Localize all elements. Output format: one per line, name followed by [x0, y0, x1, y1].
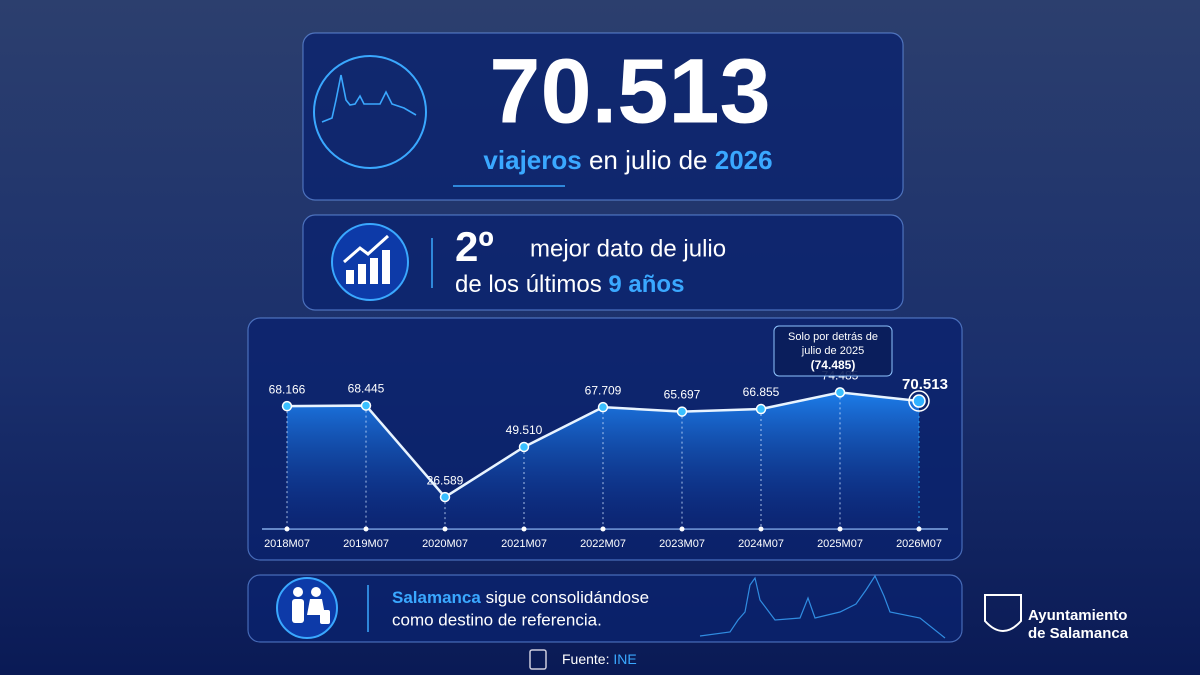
point	[676, 406, 688, 417]
headline-box	[302, 32, 904, 201]
skyline-decoration	[699, 574, 946, 639]
highlight-ring	[908, 390, 930, 412]
skyline-icon	[321, 74, 417, 123]
source-label: Fuente:	[562, 651, 609, 667]
tick-dot	[521, 526, 527, 532]
message-text: sigue consolidándose	[486, 588, 650, 607]
point	[912, 394, 926, 408]
source: Fuente: INE	[562, 651, 637, 667]
message-box	[247, 574, 963, 643]
x-tick-label: 2019M07	[343, 538, 389, 550]
point	[755, 403, 767, 415]
point	[439, 491, 451, 503]
point	[281, 400, 293, 412]
annotation-value: (74.485)	[811, 358, 856, 372]
tick-dot	[600, 526, 606, 532]
subtitle-word: viajeros	[483, 145, 581, 175]
value-label: 68.166	[269, 382, 306, 396]
value-label: 65.697	[664, 388, 701, 402]
x-tick-label: 2018M07	[264, 538, 310, 550]
message-line1: Salamanca sigue consolidándose	[392, 588, 649, 607]
point	[597, 401, 609, 413]
logo-line2: de Salamanca	[1028, 625, 1129, 642]
rank-position: 2º	[455, 223, 494, 270]
x-tick-label: 2025M07	[817, 538, 863, 550]
annotation-text: Solo por detrás de	[788, 331, 878, 343]
x-tick-label: 2020M07	[422, 538, 468, 550]
travelers-icon-circle	[276, 577, 338, 639]
value-label: 70.513	[902, 376, 948, 393]
value-label: 66.855	[743, 385, 780, 399]
tick-dot	[363, 526, 369, 532]
tick-dot	[284, 526, 290, 532]
tick-dot	[758, 526, 764, 532]
annotation-box	[773, 325, 893, 377]
coat-of-arms	[984, 594, 1022, 632]
rank-text: de los últimos	[455, 271, 602, 298]
rank-line2: de los últimos 9 años	[455, 271, 684, 298]
subtitle-text: en julio de	[589, 145, 708, 175]
point	[360, 400, 372, 411]
x-tick-label: 2024M07	[738, 538, 784, 550]
tick-dot	[442, 526, 448, 532]
value-label: 68.445	[348, 382, 385, 396]
line-chart: 68.166 2018M07 68.445 2019M07 26.589 2020M07 4…	[262, 369, 948, 550]
x-tick-label: 2026M07	[896, 538, 942, 550]
headline-subtitle: viajeros en julio de 2026	[483, 145, 772, 175]
growth-icon	[343, 234, 390, 284]
logo-line1: Ayuntamiento	[1028, 607, 1127, 624]
x-tick-label: 2022M07	[580, 538, 626, 550]
value-label: 49.510	[506, 423, 543, 437]
message-line2: como destino de referencia.	[392, 610, 602, 629]
subtitle-year: 2026	[715, 145, 773, 175]
tick-dot	[837, 526, 843, 532]
city-icon	[313, 55, 427, 169]
tick-dot	[679, 526, 685, 532]
rank-line1: mejor dato de julio	[530, 235, 726, 262]
message-highlight: Salamanca	[392, 588, 481, 607]
rank-years: 9 años	[608, 271, 684, 298]
point	[834, 387, 846, 398]
point	[518, 441, 530, 453]
value-label: 26.589	[427, 473, 464, 487]
document-icon	[529, 649, 547, 670]
rank-box	[302, 214, 904, 311]
tick-dot	[916, 526, 922, 532]
x-tick-label: 2021M07	[501, 538, 547, 550]
travelers-icon	[292, 587, 330, 624]
x-tick-label: 2023M07	[659, 538, 705, 550]
source-value: INE	[613, 651, 636, 667]
annotation-text: julio de 2025	[801, 345, 864, 357]
value-label: 67.709	[585, 383, 622, 397]
headline-value: 70.513	[489, 40, 770, 142]
